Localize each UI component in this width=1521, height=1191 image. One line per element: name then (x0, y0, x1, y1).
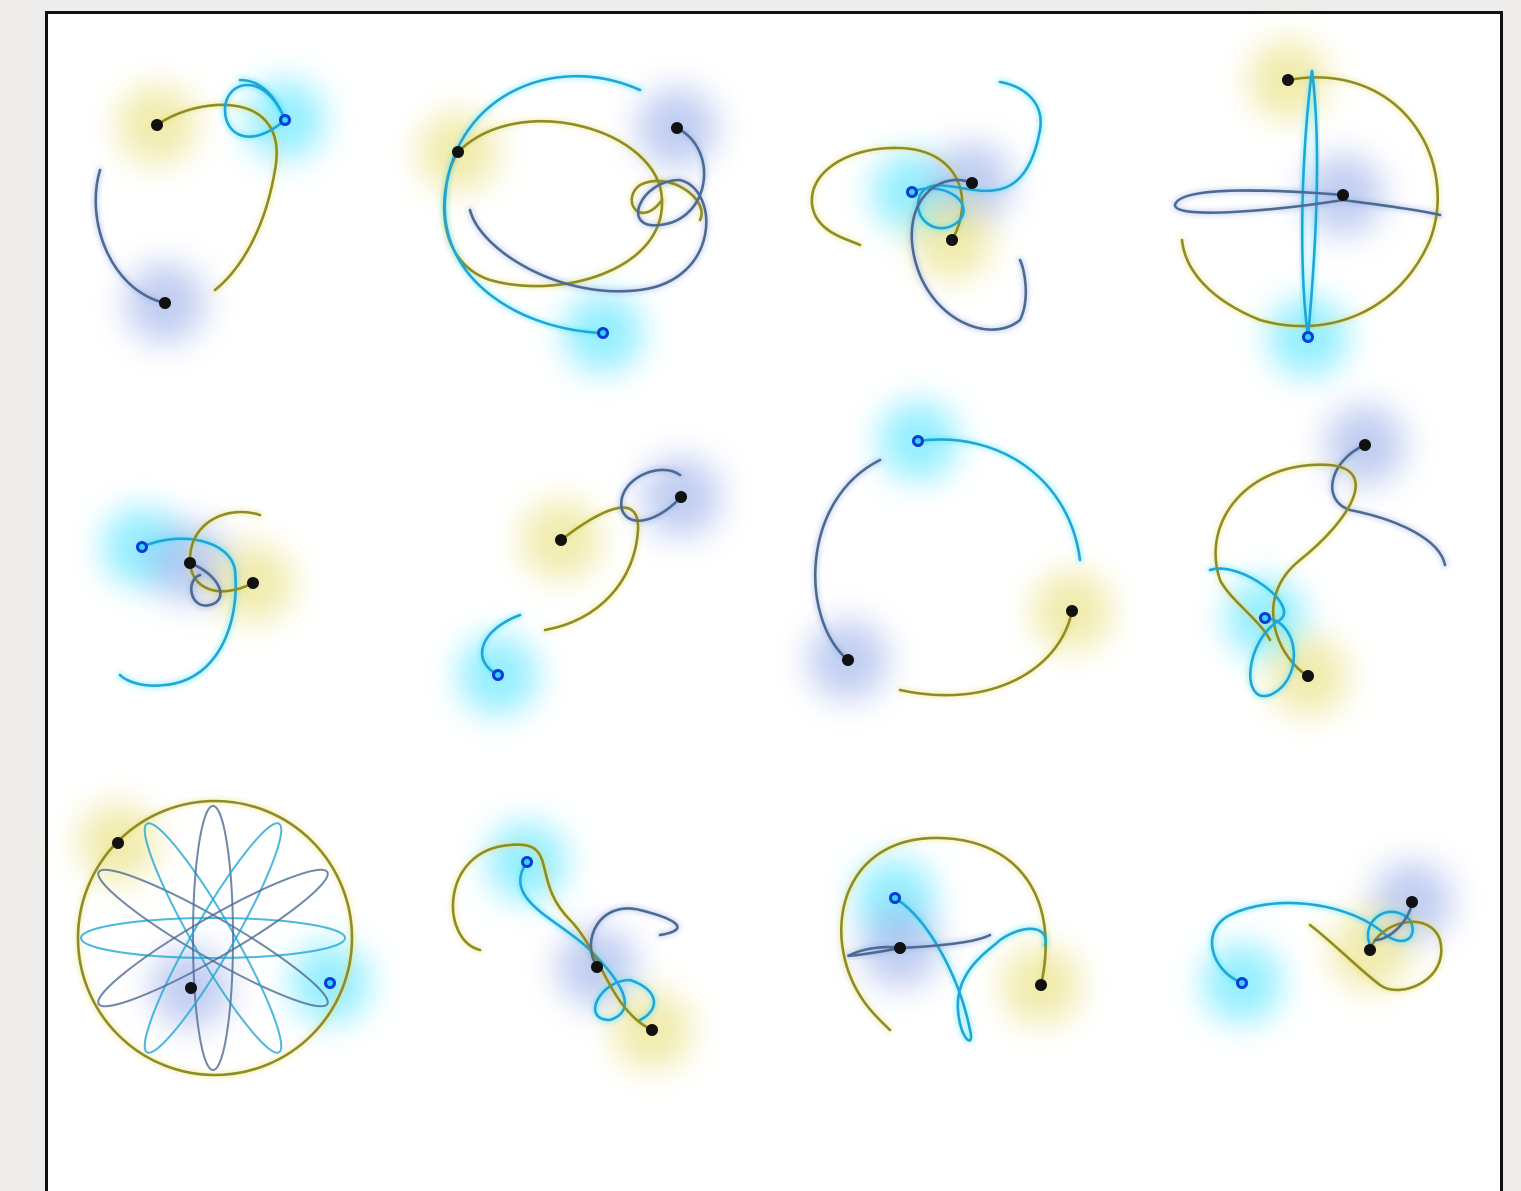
body (894, 942, 906, 954)
body-core (600, 330, 606, 336)
body (159, 297, 171, 309)
body (555, 534, 567, 546)
body-core (139, 544, 145, 550)
body-core (1305, 334, 1311, 340)
page: {} html, body { margin: 0; padding: 0; w… (0, 0, 1521, 1191)
body-core (282, 117, 288, 123)
body (1406, 896, 1418, 908)
body (112, 837, 124, 849)
body (946, 234, 958, 246)
body (1282, 74, 1294, 86)
body-core (524, 859, 530, 865)
body (671, 122, 683, 134)
body (646, 1024, 658, 1036)
body (247, 577, 259, 589)
body-core (495, 672, 501, 678)
body-core (327, 980, 333, 986)
body (966, 177, 978, 189)
body-core (915, 438, 921, 444)
body (1066, 605, 1078, 617)
body (151, 119, 163, 131)
body (675, 491, 687, 503)
body (452, 146, 464, 158)
body (184, 557, 196, 569)
artwork (0, 0, 1521, 1191)
body: (() => { const NS = 'http://www.w3.org/2… (0, 0, 1521, 1191)
body (1359, 439, 1371, 451)
body (1337, 189, 1349, 201)
body (591, 961, 603, 973)
body-core (892, 895, 898, 901)
body (842, 654, 854, 666)
body (1035, 979, 1047, 991)
body (1302, 670, 1314, 682)
body-core (1262, 615, 1268, 621)
body-core (1239, 980, 1245, 986)
body (1364, 944, 1376, 956)
body (185, 982, 197, 994)
body-core (909, 189, 915, 195)
